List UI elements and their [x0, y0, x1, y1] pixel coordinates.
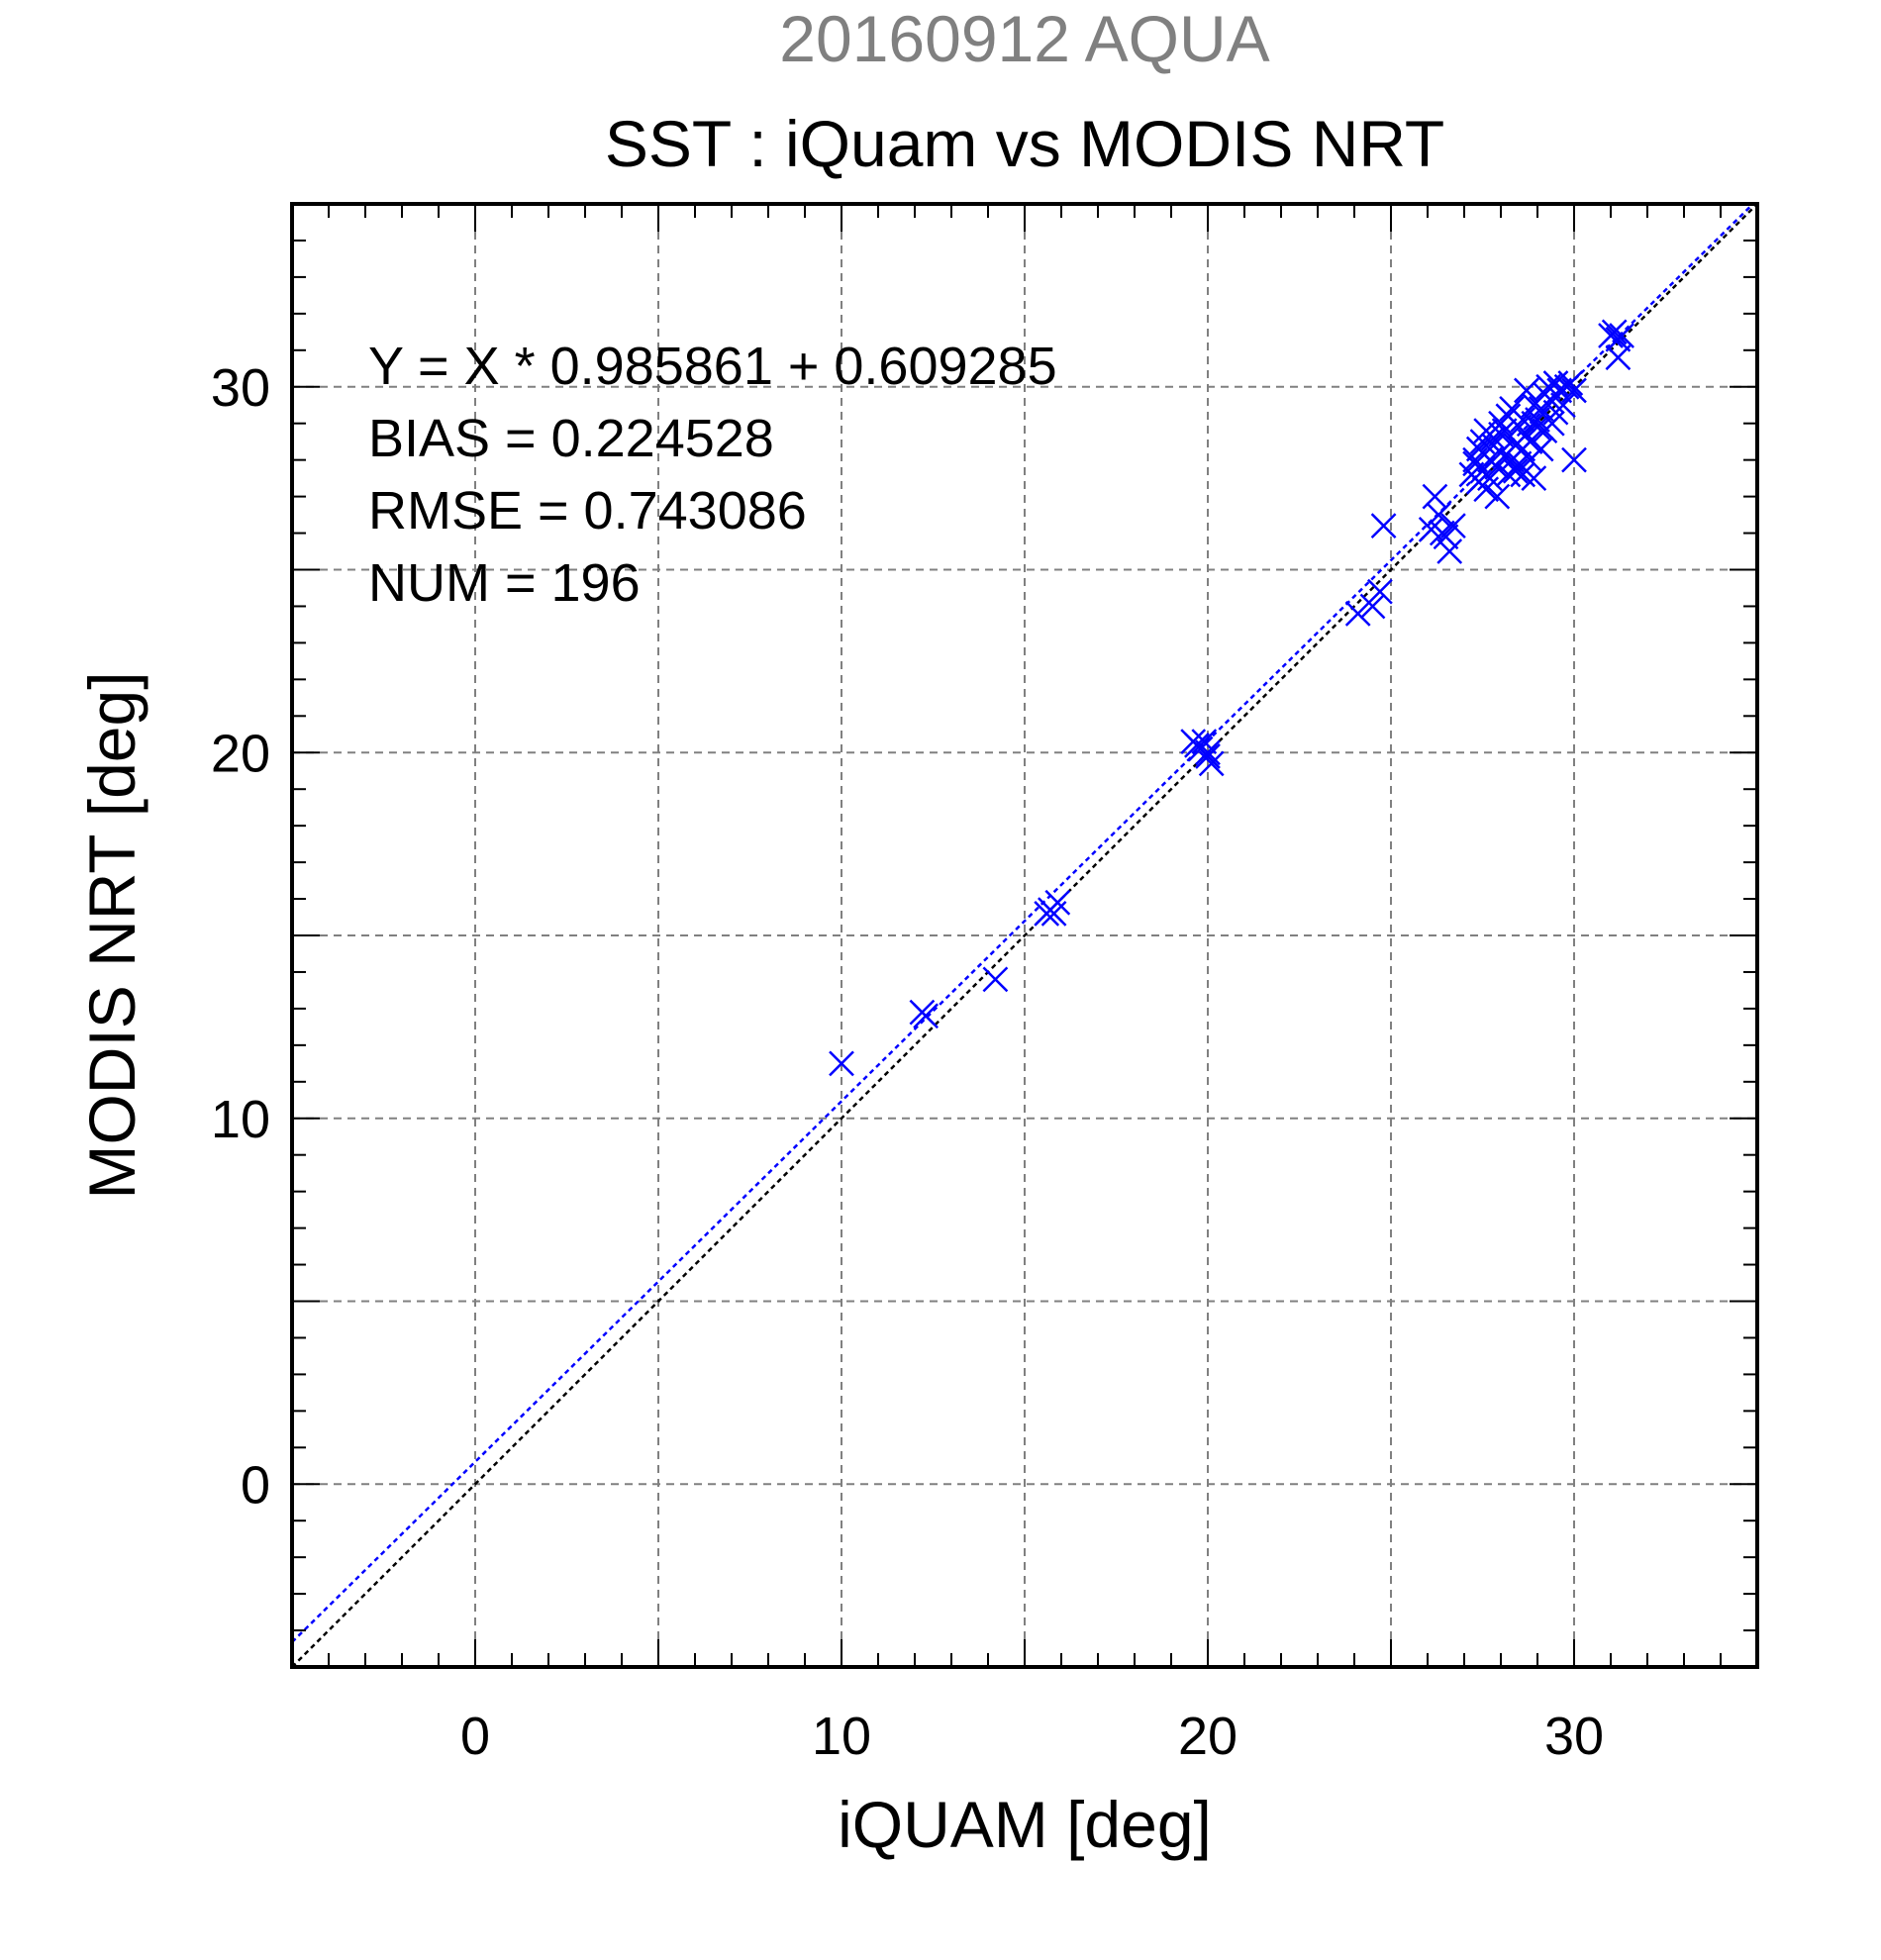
data-point-stroke [1601, 319, 1628, 345]
data-point-stroke [1195, 739, 1221, 766]
data-point-stroke [1473, 418, 1500, 443]
data-point [982, 966, 1009, 993]
data-point [1561, 446, 1587, 473]
data-point-stroke [1528, 436, 1554, 462]
data-point [913, 1003, 939, 1029]
stats-line: BIAS = 0.224528 [368, 409, 774, 468]
data-point [1557, 370, 1584, 396]
data-point [1538, 410, 1565, 437]
data-point-stroke [1550, 392, 1576, 419]
data-point [1484, 483, 1511, 510]
data-point-stroke [1484, 483, 1511, 510]
data-point-stroke [1367, 578, 1393, 605]
data-point-stroke [1440, 513, 1466, 539]
stats-line: RMSE = 0.743086 [368, 481, 807, 540]
data-point-stroke [1359, 593, 1386, 620]
data-point [1195, 743, 1221, 769]
y-tick-label: 10 [211, 1090, 270, 1149]
x-tick-label: 20 [1178, 1707, 1238, 1766]
data-point [829, 1050, 854, 1077]
data-point-stroke [1535, 373, 1561, 400]
tick-labels: 0 10 20 30 0 10 20 30 [211, 358, 1604, 1766]
data-point [1528, 396, 1554, 422]
data-point-stroke [1557, 370, 1584, 396]
y-tick-label: 20 [211, 724, 270, 783]
data-point [1359, 593, 1386, 620]
data-point [1510, 436, 1536, 462]
y-tick-label: 30 [211, 358, 270, 418]
chart-supertitle: 20160912 AQUA [779, 2, 1269, 75]
data-point [1480, 432, 1507, 458]
data-point-stroke [1195, 743, 1221, 769]
data-point-stroke [829, 1050, 854, 1077]
data-point [1609, 323, 1634, 348]
axis-ticks [292, 204, 1757, 1667]
data-point [1044, 889, 1071, 916]
data-point-stroke [1502, 457, 1529, 484]
data-point [1367, 578, 1393, 605]
x-axis-label: iQUAM [deg] [838, 1788, 1212, 1861]
data-point-stroke [1433, 524, 1459, 550]
data-point-stroke [1521, 410, 1547, 437]
data-point [1469, 457, 1496, 484]
data-point [1521, 410, 1547, 437]
data-point-stroke [1344, 600, 1371, 627]
data-point [1433, 524, 1459, 550]
chart-title: SST : iQuam vs MODIS NRT [605, 107, 1444, 180]
data-point-stroke [1605, 344, 1632, 371]
grid [292, 204, 1757, 1667]
data-point [1488, 421, 1514, 447]
data-point-stroke [1609, 323, 1634, 348]
data-point [1462, 446, 1488, 473]
data-point-stroke [913, 1003, 939, 1029]
data-point [1370, 513, 1397, 539]
identity-line [292, 204, 1757, 1667]
data-point-stroke [1561, 446, 1587, 473]
data-point [1473, 418, 1500, 443]
data-point-stroke [1510, 436, 1536, 462]
data-point-stroke [1538, 410, 1565, 437]
stats-line: Y = X * 0.985861 + 0.609285 [368, 337, 1057, 396]
data-point-stroke [1561, 377, 1587, 404]
data-point-stroke [1510, 461, 1536, 488]
data-point [1422, 483, 1448, 510]
data-point [1601, 319, 1628, 345]
data-point-stroke [1418, 516, 1444, 542]
data-point-stroke [1506, 414, 1533, 441]
data-point [1561, 377, 1587, 404]
data-point-stroke [1436, 539, 1463, 564]
data-point-stroke [1044, 889, 1071, 916]
y-axis-label: MODIS NRT [deg] [75, 671, 148, 1199]
data-point [1198, 750, 1225, 777]
data-point [1344, 600, 1371, 627]
data-point-stroke [1370, 513, 1397, 539]
data-point-stroke [1488, 421, 1514, 447]
x-tick-label: 0 [460, 1707, 490, 1766]
data-point [1605, 344, 1632, 371]
scatter-points [829, 319, 1634, 1077]
data-point-stroke [1198, 750, 1225, 777]
data-point-stroke [982, 966, 1009, 993]
data-point-stroke [1462, 446, 1488, 473]
x-tick-label: 30 [1544, 1707, 1604, 1766]
y-tick-label: 0 [241, 1455, 270, 1515]
data-point-stroke [1528, 396, 1554, 422]
x-tick-label: 10 [812, 1707, 871, 1766]
data-point-stroke [1480, 432, 1507, 458]
data-point [1506, 414, 1533, 441]
data-point-stroke [1521, 465, 1547, 492]
data-point-stroke [1469, 457, 1496, 484]
stats-annotation: Y = X * 0.985861 + 0.609285 BIAS = 0.2245… [368, 337, 1057, 613]
data-point-stroke [1191, 729, 1218, 755]
data-point [1436, 539, 1463, 564]
stats-line: NUM = 196 [368, 553, 641, 613]
data-point [1521, 465, 1547, 492]
data-point [1440, 513, 1466, 539]
